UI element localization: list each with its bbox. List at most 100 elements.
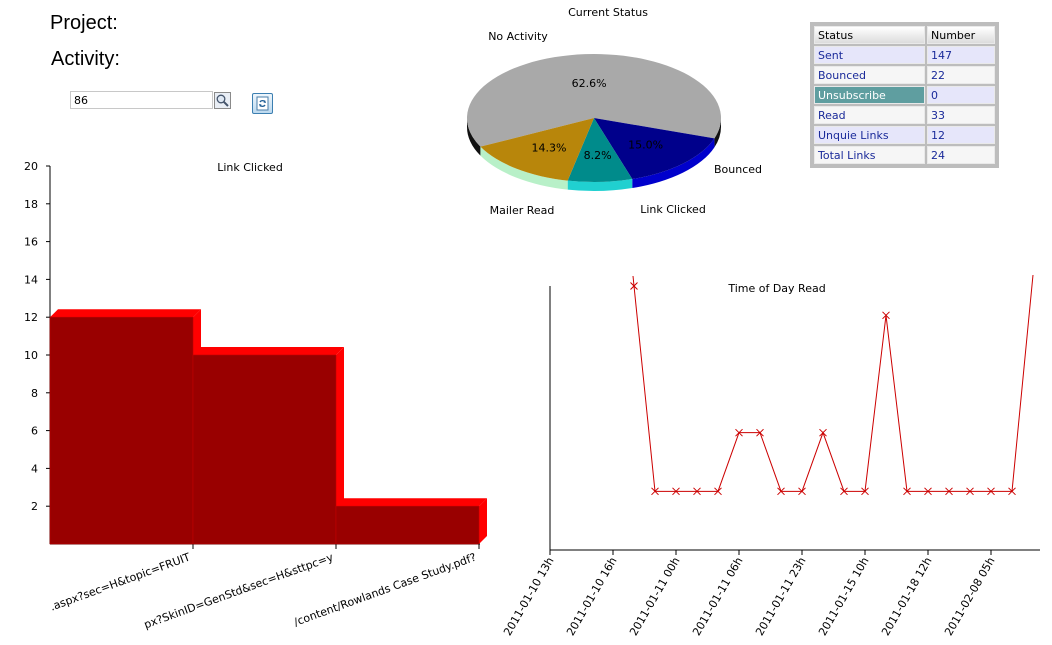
bar-y-tick-label: 20	[24, 160, 38, 173]
line-point-marker	[987, 487, 995, 496]
status-table-header: Status Number	[814, 26, 995, 44]
pie-slice-side	[714, 118, 721, 148]
line-chart-title: Time of Day Read	[727, 282, 825, 295]
pie-percent-label: 8.2%	[584, 149, 612, 162]
line-point-marker	[819, 428, 827, 437]
pie-slice-side	[480, 146, 568, 190]
pie-slice	[480, 118, 594, 181]
status-cell[interactable]: Unsubscribe	[814, 86, 925, 104]
pie-slice	[594, 118, 715, 180]
line-point-marker	[840, 487, 848, 496]
bar	[335, 505, 480, 545]
status-table: Status Number Sent 147 Bounced 22 Unsubs…	[810, 22, 999, 168]
bar-y-tick-label: 4	[31, 462, 38, 475]
pie-slice	[567, 118, 633, 183]
line-x-tick-label: 2011-02-08 05h	[942, 555, 997, 638]
bar-y-tick-label: 18	[24, 198, 38, 211]
line-point-marker	[903, 487, 911, 496]
pie-category-label: Bounced	[714, 163, 762, 176]
pie-percent-label: 15.0%	[628, 138, 663, 151]
bar-side-face	[336, 347, 344, 544]
line-x-tick-label: 2011-01-11 06h	[690, 555, 745, 638]
number-cell[interactable]: 22	[927, 66, 995, 84]
number-cell[interactable]: 12	[927, 126, 995, 144]
pie-slice	[467, 53, 721, 147]
time-of-day-read-line-chart: Time of Day Read 2011-01-10 13h 2011-01-1…	[501, 274, 1040, 638]
status-column-header[interactable]: Status	[814, 26, 925, 44]
line-point-marker	[651, 487, 659, 496]
line-series	[632, 274, 1034, 492]
line-x-tick-label: 2011-01-10 13h	[501, 555, 556, 638]
number-cell[interactable]: 24	[927, 146, 995, 164]
line-point-marker	[630, 282, 638, 290]
pie-slice-side	[467, 118, 481, 156]
bar-y-tick-label: 16	[24, 236, 38, 249]
pie-slice-side	[632, 138, 715, 189]
status-cell[interactable]: Read	[814, 106, 925, 124]
line-point-marker	[882, 311, 890, 320]
status-cell[interactable]: Sent	[814, 46, 925, 64]
refresh-button[interactable]	[252, 93, 273, 114]
bar-top-face	[50, 309, 201, 318]
number-cell[interactable]: 147	[927, 46, 995, 64]
table-row[interactable]: Bounced 22	[814, 66, 995, 84]
bar-side-face	[479, 498, 487, 544]
bar-y-tick-label: 10	[24, 349, 38, 362]
line-x-tick-label: 2011-01-18 12h	[879, 555, 934, 638]
bar-top-face	[193, 347, 344, 355]
line-x-tick-label: 2011-01-10 16h	[564, 555, 619, 638]
pie-slice-side	[567, 179, 633, 192]
table-row[interactable]: Unquie Links 12	[814, 126, 995, 144]
line-point-marker	[756, 428, 764, 437]
line-point-marker	[798, 487, 806, 496]
line-point-marker	[924, 487, 932, 496]
line-point-marker	[966, 487, 974, 496]
project-label: Project:	[50, 12, 118, 34]
line-x-tick-label: 2011-01-15 10h	[816, 555, 871, 638]
pie-percent-label: 62.6%	[572, 77, 607, 90]
status-cell[interactable]: Total Links	[814, 146, 925, 164]
bar-chart-title: Link Clicked	[217, 161, 283, 174]
pie-category-label: Mailer Read	[490, 204, 555, 217]
line-x-tick-label: 2011-01-11 00h	[627, 555, 682, 638]
bar-x-tick-label: .aspx?sec=H&topic=FRUIT	[48, 551, 192, 614]
pie-percent-label: 14.3%	[531, 141, 566, 154]
line-point-marker	[672, 487, 680, 496]
line-point-marker	[861, 487, 869, 496]
bar	[49, 316, 194, 545]
line-point-marker	[1008, 487, 1016, 496]
bar-y-tick-label: 2	[31, 500, 38, 513]
table-row[interactable]: Sent 147	[814, 46, 995, 64]
magnifier-icon	[216, 94, 229, 107]
table-row-selected[interactable]: Unsubscribe 0	[814, 86, 995, 104]
number-column-header[interactable]: Number	[927, 26, 995, 44]
line-point-marker	[693, 487, 701, 496]
pie-category-label: Link Clicked	[640, 203, 706, 216]
bar-top-face	[336, 498, 487, 507]
table-row[interactable]: Total Links 24	[814, 146, 995, 164]
line-point-marker	[735, 428, 743, 437]
bar-y-tick-label: 14	[24, 273, 38, 286]
line-point-marker	[945, 487, 953, 496]
bar-y-tick-label: 12	[24, 311, 38, 324]
bar	[192, 354, 337, 545]
pie-chart-title: Current Status	[568, 6, 648, 19]
number-cell[interactable]: 33	[927, 106, 995, 124]
bar-y-tick-label: 6	[31, 425, 38, 438]
search-button[interactable]	[214, 92, 231, 109]
pie-category-label: No Activity	[488, 30, 548, 43]
bar-y-tick-label: 8	[31, 387, 38, 400]
line-point-marker	[714, 487, 722, 496]
refresh-icon	[256, 96, 269, 111]
link-clicked-bar-chart: Link Clicked 2 4 6 8 10 12 14 16 18 20 .aspx?sec=H…	[24, 160, 487, 631]
line-point-marker	[777, 487, 785, 496]
activity-search-input[interactable]	[70, 91, 213, 109]
activity-label: Activity:	[51, 48, 120, 70]
number-cell[interactable]: 0	[927, 86, 995, 104]
current-status-pie-chart: Current Status 62.6% 15.0% 8.2% 14.3% No Act…	[467, 6, 762, 217]
status-cell[interactable]: Bounced	[814, 66, 925, 84]
line-x-tick-label: 2011-01-11 23h	[753, 555, 808, 638]
status-cell[interactable]: Unquie Links	[814, 126, 925, 144]
table-row[interactable]: Read 33	[814, 106, 995, 124]
